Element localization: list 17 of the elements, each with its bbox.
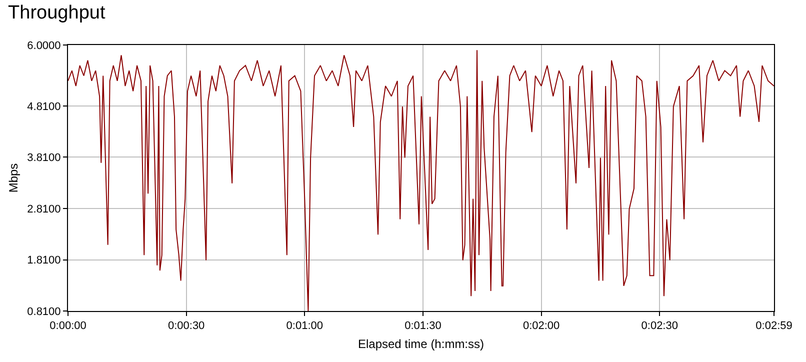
y-tick-label: 4.8100 <box>27 100 61 113</box>
x-tick-label: 0:00:00 <box>50 320 86 332</box>
y-axis-title: Mbps <box>6 163 20 193</box>
y-tick-label: 2.8100 <box>27 203 61 216</box>
x-tick-label: 0:00:30 <box>168 320 205 332</box>
x-axis-title: Elapsed time (h:mm:ss) <box>358 337 484 352</box>
y-tick-label: 3.8100 <box>27 152 61 164</box>
y-tick-label: 6.0000 <box>27 40 61 52</box>
x-tick-label: 0:01:30 <box>404 320 442 332</box>
x-tick-label: 0:02:59 <box>756 320 792 332</box>
x-tick-label: 0:01:00 <box>286 320 323 332</box>
y-tick-label: 1.8100 <box>27 254 61 267</box>
x-tick-label: 0:02:30 <box>641 320 678 332</box>
line-series <box>68 50 774 311</box>
chart-title: Throughput <box>8 2 106 24</box>
x-tick-label: 0:02:00 <box>522 320 560 332</box>
y-tick-label: 0.8100 <box>27 306 61 318</box>
